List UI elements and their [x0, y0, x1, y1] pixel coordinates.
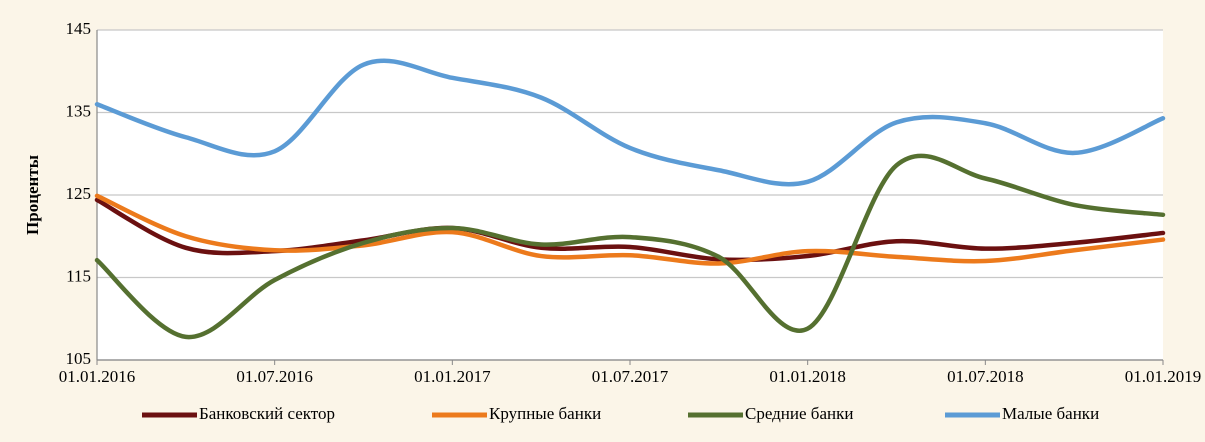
y-axis-label: Проценты — [23, 155, 42, 235]
x-tick-label: 01.01.2017 — [414, 367, 491, 386]
legend-label: Средние банки — [745, 404, 853, 423]
legend-label: Малые банки — [1002, 404, 1099, 423]
x-tick-label: 01.07.2017 — [592, 367, 669, 386]
x-tick-label: 01.07.2016 — [236, 367, 313, 386]
x-tick-label: 01.01.2019 — [1125, 367, 1202, 386]
y-tick-label: 125 — [66, 184, 92, 203]
x-tick-label: 01.07.2018 — [947, 367, 1024, 386]
x-tick-label: 01.01.2016 — [59, 367, 136, 386]
series-line — [94, 193, 1166, 266]
y-tick-label: 105 — [66, 349, 92, 368]
legend-label: Крупные банки — [489, 404, 601, 423]
x-tick-label: 01.01.2018 — [769, 367, 846, 386]
legend-label: Банковский сектор — [199, 404, 335, 423]
y-tick-label: 115 — [66, 266, 91, 285]
y-tick-label: 135 — [66, 101, 92, 120]
series-line — [94, 153, 1166, 340]
y-tick-label: 145 — [66, 19, 92, 38]
series-line — [94, 58, 1166, 187]
